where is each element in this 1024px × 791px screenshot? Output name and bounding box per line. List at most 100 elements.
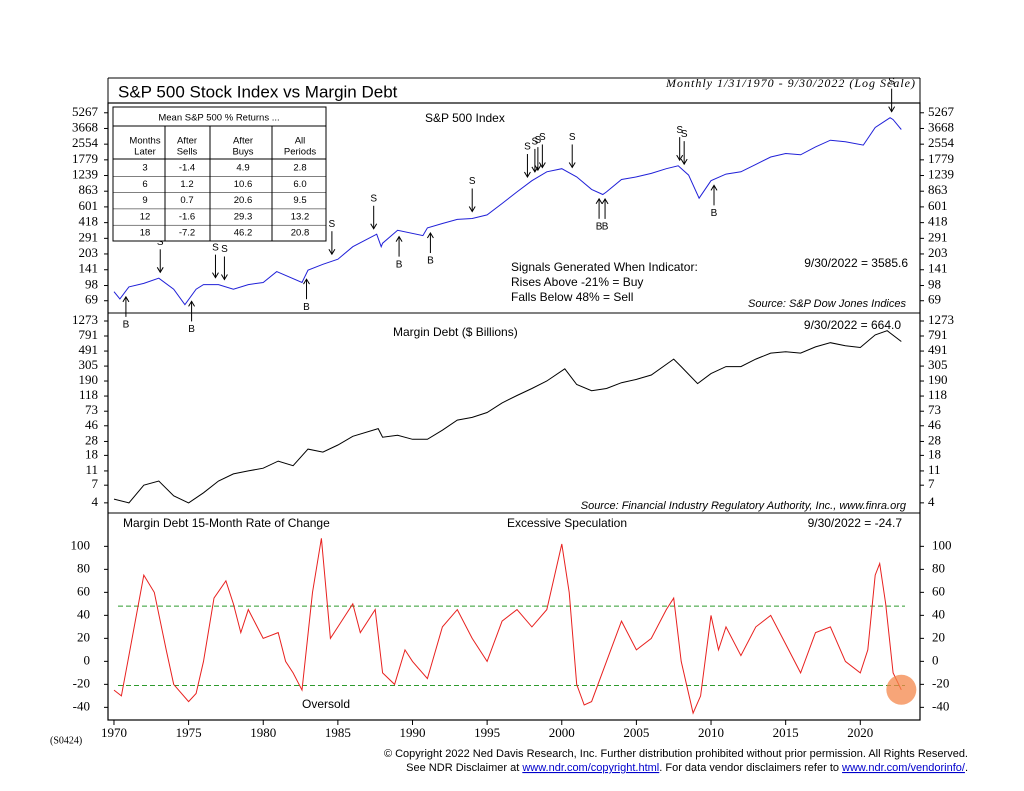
y-tick-label: -40 bbox=[932, 698, 949, 713]
x-tick-label: 1975 bbox=[176, 725, 202, 740]
y-tick-label: 0 bbox=[932, 652, 939, 667]
signal-arrowhead bbox=[426, 232, 434, 239]
table-cell: 9 bbox=[142, 195, 147, 206]
signal-arrowhead bbox=[328, 248, 336, 256]
disclaimer-text: . bbox=[965, 762, 968, 774]
y-tick-label: 203 bbox=[928, 245, 948, 260]
table-header: All bbox=[295, 136, 306, 147]
y-tick-label: 203 bbox=[79, 245, 99, 260]
y-tick-label: 100 bbox=[71, 537, 91, 552]
table-cell: 3 bbox=[142, 163, 147, 174]
signal-arrowhead bbox=[370, 223, 378, 230]
table-header: Buys bbox=[232, 147, 253, 158]
table-cell: 4.9 bbox=[236, 163, 249, 174]
signal-label: S bbox=[676, 125, 683, 136]
signal-arrowhead bbox=[676, 154, 684, 162]
y-tick-label: 141 bbox=[79, 261, 99, 276]
table-cell: 1.2 bbox=[180, 179, 193, 190]
y-tick-label: 2554 bbox=[72, 135, 99, 150]
signal-label: S bbox=[888, 76, 895, 87]
y-tick-label: -20 bbox=[932, 675, 949, 690]
y-tick-label: 791 bbox=[928, 327, 948, 342]
y-tick-label: 11 bbox=[928, 462, 941, 477]
signal-label: B bbox=[596, 221, 603, 232]
x-tick-label: 1995 bbox=[474, 725, 500, 740]
y-tick-label: 28 bbox=[928, 432, 941, 447]
signal-arrowhead bbox=[188, 300, 196, 307]
table-header: After bbox=[233, 136, 253, 147]
chart-subtitle: Monthly 1/31/1970 - 9/30/2022 (Log Scale… bbox=[665, 76, 916, 90]
y-tick-label: 5267 bbox=[72, 104, 99, 119]
signal-label: S bbox=[329, 219, 336, 230]
table-cell: 18 bbox=[140, 228, 151, 239]
signal-arrowhead bbox=[680, 158, 688, 166]
y-tick-label: 1239 bbox=[928, 167, 954, 182]
table-cell: 20.6 bbox=[234, 195, 253, 206]
signal-label: S bbox=[524, 142, 531, 153]
y-tick-label: 18 bbox=[85, 446, 98, 461]
y-tick-label: 863 bbox=[79, 182, 99, 197]
y-tick-label: 73 bbox=[85, 402, 98, 417]
y-tick-label: 1779 bbox=[72, 151, 98, 166]
y-tick-label: 3668 bbox=[928, 119, 954, 134]
table-border bbox=[112, 106, 327, 242]
x-tick-label: 2000 bbox=[549, 725, 575, 740]
link[interactable]: www.ndr.com/vendorinfo/ bbox=[841, 762, 966, 774]
signal-label: S bbox=[569, 132, 576, 143]
x-tick-label: 1980 bbox=[250, 725, 276, 740]
table-cell: 6.0 bbox=[293, 179, 306, 190]
y-tick-label: 418 bbox=[79, 214, 99, 229]
y-tick-label: 4 bbox=[928, 494, 935, 509]
y-tick-label: 69 bbox=[928, 292, 941, 307]
signal-label: S bbox=[221, 244, 228, 255]
table-header: Periods bbox=[284, 147, 316, 158]
disclaimer-text: See NDR Disclaimer at bbox=[406, 762, 522, 774]
signal-arrowhead bbox=[395, 235, 403, 242]
note: Rises Above -21% = Buy bbox=[511, 275, 643, 289]
disclaimer: See NDR Disclaimer at www.ndr.com/copyri… bbox=[406, 762, 968, 774]
y-tick-label: 11 bbox=[85, 462, 98, 477]
link[interactable]: www.ndr.com/copyright.html bbox=[521, 762, 659, 774]
last-value: 9/30/2022 = 664.0 bbox=[804, 318, 901, 332]
signal-label: B bbox=[396, 259, 403, 270]
y-tick-label: 1779 bbox=[928, 151, 954, 166]
y-tick-label: 40 bbox=[932, 606, 945, 621]
table-cell: -1.4 bbox=[179, 163, 195, 174]
y-tick-label: 60 bbox=[932, 583, 945, 598]
last-value: 9/30/2022 = 3585.6 bbox=[804, 256, 908, 270]
y-tick-label: 0 bbox=[84, 652, 91, 667]
signal-label: B bbox=[602, 222, 609, 233]
note: Falls Below 48% = Sell bbox=[511, 290, 633, 304]
y-tick-label: 60 bbox=[77, 583, 90, 598]
y-tick-label: 69 bbox=[85, 292, 98, 307]
series-line bbox=[113, 538, 902, 715]
signal-label: S bbox=[212, 242, 219, 253]
table-cell: -1.6 bbox=[179, 211, 195, 222]
highlight bbox=[886, 674, 917, 705]
signal-arrowhead bbox=[468, 206, 476, 213]
y-tick-label: 1239 bbox=[72, 167, 98, 182]
y-tick-label: 491 bbox=[79, 342, 99, 357]
table-cell: 13.2 bbox=[291, 211, 310, 222]
y-tick-label: 18 bbox=[928, 446, 941, 461]
y-tick-label: 98 bbox=[928, 277, 941, 292]
signal-arrowhead bbox=[220, 274, 228, 281]
signal-label: S bbox=[681, 129, 688, 140]
series-label: S&P 500 Index bbox=[425, 111, 505, 125]
table-cell: 9.5 bbox=[293, 195, 306, 206]
y-tick-label: 40 bbox=[77, 606, 90, 621]
y-tick-label: 305 bbox=[928, 357, 948, 372]
x-tick-label: 1990 bbox=[400, 725, 426, 740]
y-tick-label: 5267 bbox=[928, 104, 955, 119]
y-tick-label: 2554 bbox=[928, 135, 955, 150]
table-cell: 0.7 bbox=[180, 195, 193, 206]
signal-label: S bbox=[535, 135, 542, 146]
signal-label: S bbox=[469, 176, 476, 187]
y-tick-label: 491 bbox=[928, 342, 948, 357]
x-tick-label: 2010 bbox=[698, 725, 724, 740]
table-title: Mean S&P 500 % Returns ... bbox=[158, 113, 279, 124]
y-tick-label: 46 bbox=[928, 417, 942, 432]
y-tick-label: 1273 bbox=[72, 312, 98, 327]
y-tick-label: 118 bbox=[79, 387, 98, 402]
